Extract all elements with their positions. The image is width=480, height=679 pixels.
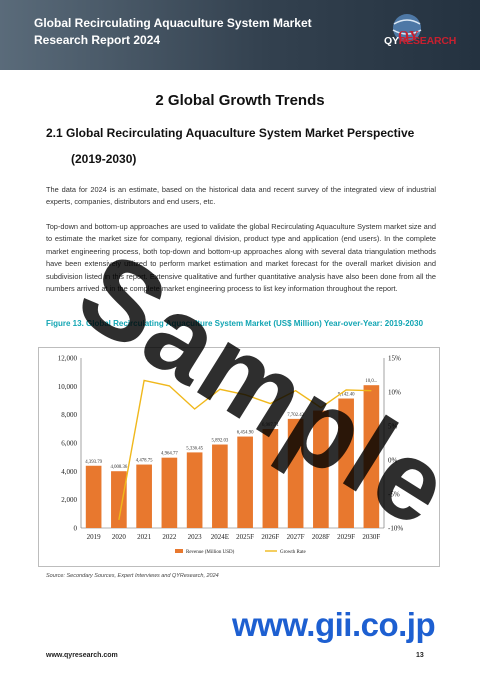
x-tick-label: 2024E xyxy=(211,533,229,541)
paragraph-estimate: The data for 2024 is an estimate, based … xyxy=(46,185,436,207)
x-tick-label: 2021 xyxy=(137,533,152,541)
revenue-bar xyxy=(111,471,127,528)
logo-wordmark: QYRESEARCH xyxy=(384,35,457,47)
bar-data-label: 4,393.79 xyxy=(85,460,102,465)
revenue-bar xyxy=(262,429,279,528)
bar-data-label: 9,142.40 xyxy=(338,393,355,398)
bar-data-label: 6,987.71 xyxy=(262,423,279,428)
revenue-bar xyxy=(136,464,152,528)
y-left-tick-label: 12,000 xyxy=(58,355,78,363)
chart-frame: 0 2,000 4,000 6,000 8,000 10,000 12,000 -10% -5%… xyxy=(38,347,440,567)
svg-text:QY: QY xyxy=(398,29,419,44)
page-number: 13 xyxy=(416,652,424,659)
revenue-bar xyxy=(363,385,380,528)
figure-source: Source: Secondary Sources, Expert Interv… xyxy=(46,573,219,579)
x-tick-label: 2028F xyxy=(312,533,330,541)
y-left-tick-label: 10,000 xyxy=(58,383,78,391)
subsection-period: (2019-2030) xyxy=(71,152,137,166)
qyresearch-logo: QY QYRESEARCH xyxy=(362,12,462,56)
y-left-tick-label: 8,000 xyxy=(61,411,77,419)
x-tick-label: 2029F xyxy=(337,533,355,541)
bar-data-label: 4,964.77 xyxy=(161,452,178,457)
report-title: Global Recirculating Aquaculture System … xyxy=(34,16,312,47)
y-left-tick-label: 4,000 xyxy=(61,468,77,476)
y-right-tick-label: -5% xyxy=(388,491,400,499)
y-right-tick-label: 0% xyxy=(388,457,398,465)
y-right-tick-label: 15% xyxy=(388,355,401,363)
footer-url[interactable]: www.qyresearch.com xyxy=(46,652,118,659)
y-right-tick-label: 5% xyxy=(388,423,398,431)
bar-data-label: 6,454.90 xyxy=(237,431,254,436)
gii-url-overlay: www.gii.co.jp xyxy=(232,606,436,643)
x-tick-label: 2030F xyxy=(362,533,380,541)
x-tick-label: 2019 xyxy=(87,533,102,541)
bar-data-label: 7,702.42 xyxy=(287,413,304,418)
x-tick-label: 2023 xyxy=(188,533,203,541)
paragraph-methodology: Top-down and bottom-up approaches are us… xyxy=(46,222,436,294)
x-tick-label: 2026F xyxy=(261,533,279,541)
revenue-bar xyxy=(161,457,178,528)
revenue-bar xyxy=(338,398,354,528)
revenue-bar xyxy=(186,452,203,528)
revenue-bar xyxy=(237,436,253,528)
x-tick-label: 2022 xyxy=(162,533,177,541)
y-left-tick-label: 2,000 xyxy=(61,496,77,504)
y-left-tick-label: 0 xyxy=(74,525,78,533)
bar-data-label: 4,478.75 xyxy=(136,459,153,464)
y-left-tick-label: 6,000 xyxy=(61,440,77,448)
revenue-bar xyxy=(212,444,228,528)
globe-icon: QY xyxy=(392,14,422,44)
x-tick-label: 2025F xyxy=(236,533,254,541)
legend-label-growth: Growth Rate xyxy=(280,550,306,555)
figure-caption: Figure 13. Global Recirculating Aquacult… xyxy=(46,319,424,328)
revenue-bar xyxy=(287,418,304,528)
revenue-bar xyxy=(85,465,102,528)
legend-swatch-revenue xyxy=(175,549,183,553)
bar-data-label: 10,0... xyxy=(365,379,377,384)
growth-rate-line xyxy=(118,379,372,520)
revenue-growth-chart: 0 2,000 4,000 6,000 8,000 10,000 12,000 -10% -5%… xyxy=(58,355,404,556)
section-title: 2 Global Growth Trends xyxy=(155,92,325,109)
report-header: Global Recirculating Aquaculture System … xyxy=(0,0,480,70)
y-right-tick-label: -10% xyxy=(388,525,403,533)
revenue-bar xyxy=(313,410,329,528)
bar-data-label: 5,892.03 xyxy=(211,439,228,444)
subsection-title: 2.1 Global Recirculating Aquaculture Sys… xyxy=(46,126,415,140)
x-tick-label: 2020 xyxy=(112,533,127,541)
bar-data-label: 4,008.36 xyxy=(110,465,127,470)
legend-label-revenue: Revenue (Million USD) xyxy=(186,550,235,555)
x-tick-label: 2027F xyxy=(287,533,305,541)
y-right-tick-label: 10% xyxy=(388,389,401,397)
bar-data-label: 5,336.45 xyxy=(186,446,203,451)
